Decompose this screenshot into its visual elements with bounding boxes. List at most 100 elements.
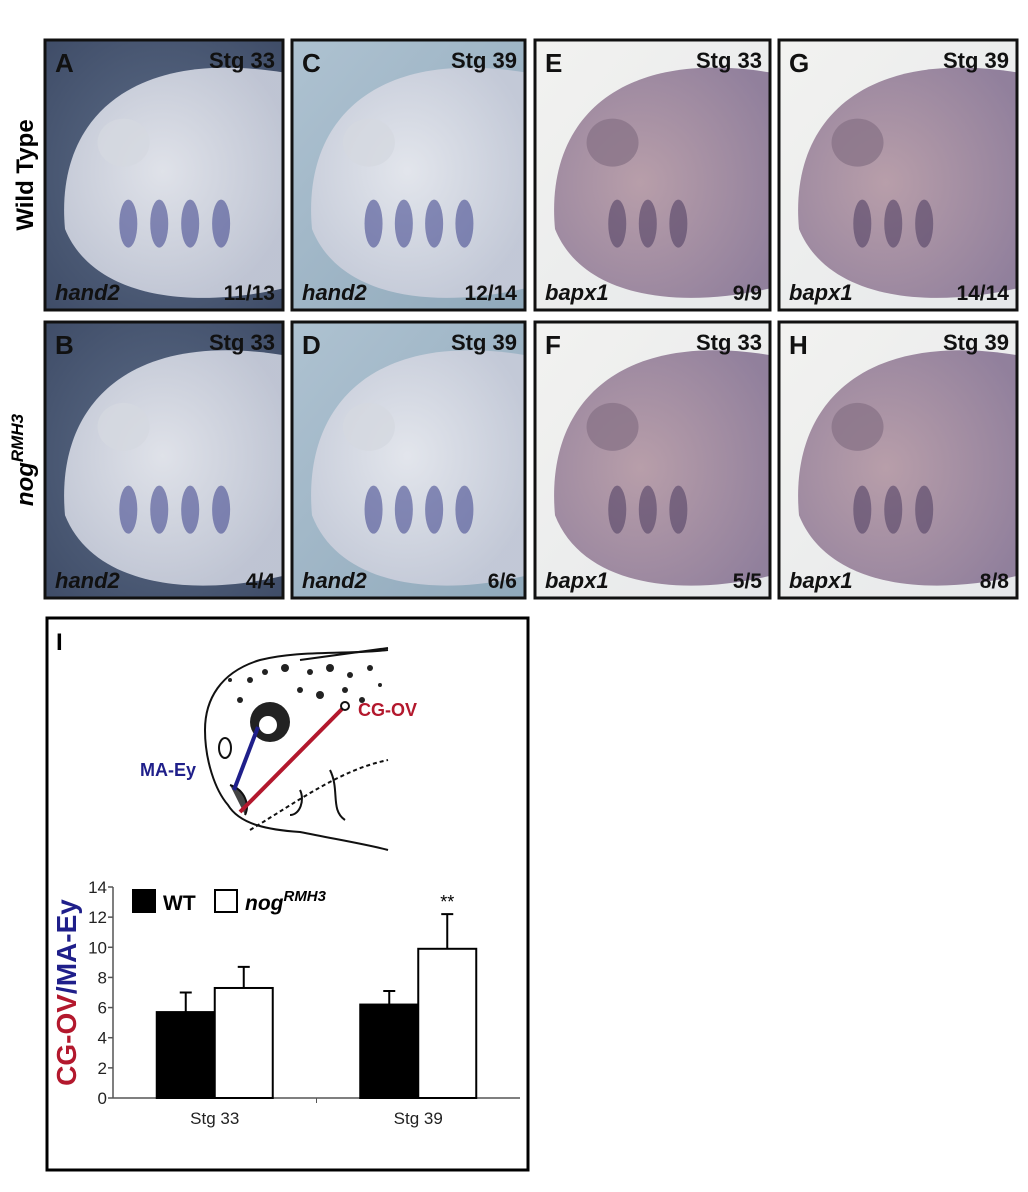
legend-name: nog	[245, 892, 284, 915]
expression-domain	[394, 485, 413, 534]
image-panel: H Stg 39 bapx1 8/8	[777, 320, 1019, 600]
expression-domain	[119, 485, 138, 534]
bar	[155, 1011, 216, 1099]
y-tick-label: 14	[88, 878, 107, 897]
expression-domain	[455, 199, 474, 248]
expression-domain	[455, 485, 474, 534]
image-panel: D Stg 39 hand2 6/6	[290, 320, 527, 600]
row-label: Wild Type	[12, 119, 39, 230]
expression-domain	[425, 485, 444, 534]
y-tick-label: 4	[98, 1029, 107, 1048]
panel-letter: I	[56, 629, 63, 656]
panel-i: I CG-OV MA-Ey 0 2 4 6 8 10 12 14 CG-OV/MA-Ey Stg …	[45, 616, 530, 1172]
row-label-text: nog	[12, 462, 39, 506]
panel-frame	[43, 38, 285, 312]
legend-label: nogRMH3	[245, 888, 327, 915]
expression-domain	[364, 199, 383, 248]
stage-label: Stg 33	[696, 48, 762, 73]
row-labels: Wild Type nogRMH3	[8, 119, 39, 506]
y-tick-label: 10	[88, 938, 107, 957]
eye	[586, 118, 639, 167]
eye	[97, 118, 150, 167]
panel-frame	[43, 320, 285, 600]
expression-domain	[181, 485, 200, 534]
embryo-count: 14/14	[956, 282, 1009, 305]
bar	[417, 947, 478, 1099]
gene-label: hand2	[302, 280, 368, 305]
panel-letter: D	[302, 330, 321, 360]
y-tick-label: 6	[98, 999, 107, 1018]
panel-letter: A	[55, 48, 74, 78]
image-panel: A Stg 33 hand2 11/13	[43, 38, 285, 312]
x-tick-label: Stg 39	[394, 1109, 443, 1128]
expression-domain	[119, 199, 138, 248]
legend-name: WT	[163, 892, 196, 915]
bar	[213, 986, 274, 1100]
expression-domain	[394, 199, 413, 248]
expression-domain	[915, 199, 934, 248]
legend-swatch	[214, 889, 238, 913]
panel-letter: F	[545, 330, 561, 360]
bar	[359, 1003, 420, 1099]
gene-label: hand2	[302, 568, 368, 593]
legend-superscript: RMH3	[283, 888, 326, 905]
eye	[586, 402, 639, 451]
eye	[342, 118, 395, 167]
embryo-count: 4/4	[246, 570, 276, 593]
diagram-label: MA-Ey	[140, 760, 196, 780]
gene-label: hand2	[55, 280, 121, 305]
legend-swatch	[132, 889, 156, 913]
image-panel: G Stg 39 bapx1 14/14	[777, 38, 1019, 312]
head-diagram	[203, 647, 389, 851]
image-panel: E Stg 33 bapx1 9/9	[533, 38, 772, 312]
diagram-label: CG-OV	[358, 700, 417, 720]
panel-frame	[777, 38, 1019, 312]
ov-marker	[340, 701, 350, 711]
expression-domain	[425, 199, 444, 248]
embryo-count: 9/9	[733, 282, 762, 305]
stage-label: Stg 33	[696, 330, 762, 355]
expression-domain	[884, 485, 903, 534]
panel-frame	[290, 38, 527, 312]
expression-domain	[915, 485, 934, 534]
stage-label: Stg 33	[209, 330, 275, 355]
panel-letter: C	[302, 48, 321, 78]
panel-frame	[533, 320, 772, 600]
eye	[831, 402, 884, 451]
expression-domain	[669, 199, 688, 248]
expression-domain	[638, 199, 657, 248]
panel-letter: H	[789, 330, 808, 360]
gene-label: bapx1	[545, 280, 609, 305]
embryo-count: 11/13	[224, 282, 275, 305]
y-tick-label: 12	[88, 908, 107, 927]
stage-label: Stg 39	[943, 330, 1009, 355]
image-panel: B Stg 33 hand2 4/4	[43, 320, 285, 600]
error-bar	[237, 965, 250, 988]
y-tick-label: 2	[98, 1059, 107, 1078]
bar-chart: 0 2 4 6 8 10 12 14 CG-OV/MA-Ey Stg 33 Stg 39 WT nogR…	[51, 878, 520, 1128]
gene-label: bapx1	[545, 568, 609, 593]
stage-label: Stg 39	[451, 48, 517, 73]
eye	[342, 402, 395, 451]
panel-letter: E	[545, 48, 562, 78]
panel-frame	[290, 320, 527, 600]
embryo-count: 6/6	[488, 570, 517, 593]
significance-mark: **	[440, 892, 454, 912]
panel-letter: G	[789, 48, 809, 78]
expression-domain	[638, 485, 657, 534]
gene-label: hand2	[55, 568, 121, 593]
row-label-superscript: RMH3	[8, 413, 27, 462]
gene-label: bapx1	[789, 280, 853, 305]
error-bar	[383, 989, 396, 1005]
expression-domain	[884, 199, 903, 248]
expression-domain	[150, 199, 169, 248]
embryo-count: 12/14	[464, 282, 517, 305]
stage-label: Stg 39	[943, 48, 1009, 73]
y-axis-label-part: CG-OV	[51, 994, 82, 1086]
image-panel: C Stg 39 hand2 12/14	[290, 38, 527, 312]
panel-letter: B	[55, 330, 74, 360]
expression-domain	[212, 199, 231, 248]
error-bar	[441, 913, 454, 949]
expression-domain	[669, 485, 688, 534]
expression-domain	[853, 199, 872, 248]
